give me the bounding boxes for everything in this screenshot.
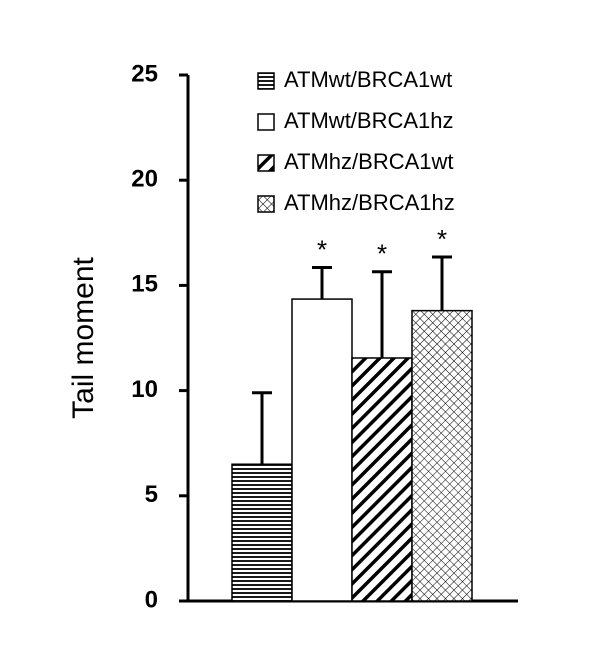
significance-mark: * xyxy=(437,224,447,254)
significance-mark: * xyxy=(317,234,327,264)
bar xyxy=(351,357,413,602)
y-tick-label: 0 xyxy=(145,586,158,613)
y-tick-label: 15 xyxy=(131,271,158,298)
legend-swatch xyxy=(257,195,275,213)
legend-label: ATMhz/BRCA1wt xyxy=(284,149,454,174)
significance-mark: * xyxy=(377,239,387,269)
legend-label: ATMhz/BRCA1hz xyxy=(284,190,455,215)
legend-label: ATMwt/BRCA1hz xyxy=(284,108,454,133)
y-axis-label: Tail moment xyxy=(67,256,100,418)
legend-swatch xyxy=(257,72,275,90)
bar xyxy=(411,309,473,602)
legend-label: ATMwt/BRCA1wt xyxy=(284,67,452,92)
bar xyxy=(291,298,353,602)
bar xyxy=(231,463,293,602)
y-tick-label: 10 xyxy=(131,376,158,403)
y-tick-label: 20 xyxy=(131,166,158,193)
y-tick-label: 25 xyxy=(131,60,158,87)
y-tick-label: 5 xyxy=(145,481,158,508)
legend-swatch xyxy=(257,154,275,172)
legend-swatch xyxy=(257,113,275,131)
